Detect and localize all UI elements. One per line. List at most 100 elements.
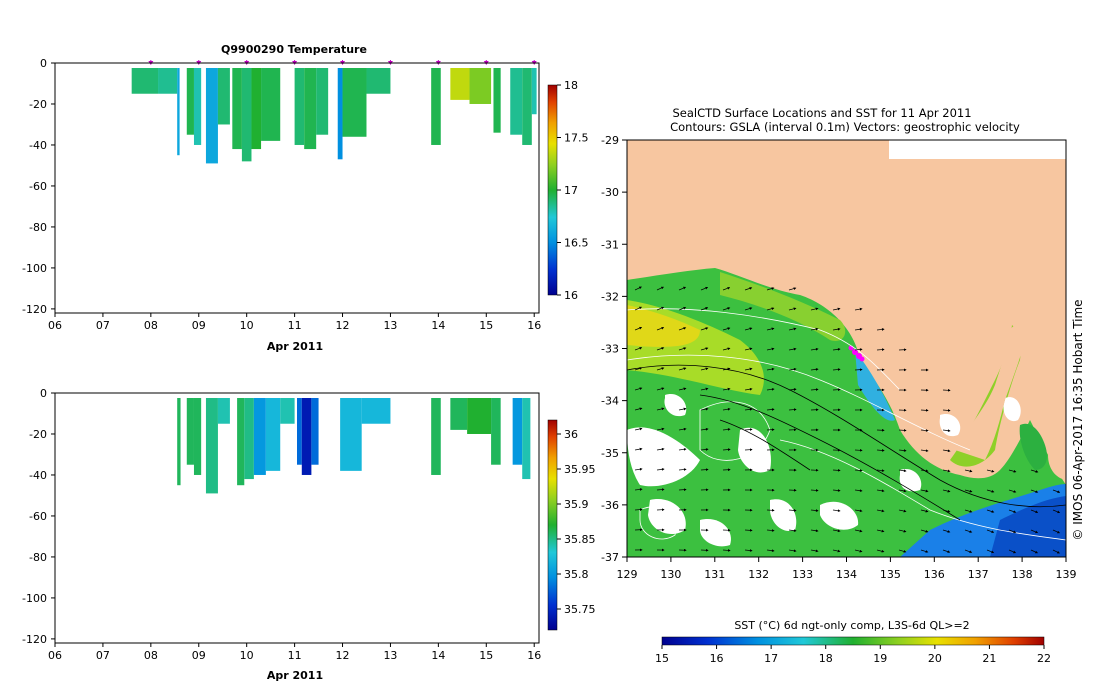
velocity-vector <box>1008 549 1017 554</box>
velocity-vector <box>986 469 995 473</box>
temperature-title: Q9900290 Temperature <box>221 43 367 56</box>
sst-colorbar-tick-label: 17 <box>764 652 778 665</box>
x-tick-label: 14 <box>431 319 445 332</box>
velocity-vector <box>832 529 841 533</box>
velocity-vector <box>986 489 995 493</box>
velocity-vector <box>678 327 687 331</box>
coastal-cool-strip <box>855 350 895 421</box>
profile-cell <box>205 398 218 494</box>
map-x-tick-label: 132 <box>748 568 769 581</box>
velocity-vector <box>1008 509 1017 513</box>
velocity-vector <box>656 427 665 431</box>
x-tick-label: 06 <box>48 319 62 332</box>
velocity-vector <box>722 367 731 371</box>
y-tick-label: -100 <box>22 592 47 605</box>
velocity-vector <box>898 469 907 473</box>
velocity-vector <box>964 529 973 533</box>
velocity-vector <box>722 347 731 351</box>
velocity-vector <box>678 387 687 391</box>
velocity-vector <box>832 368 841 371</box>
profile-cell <box>131 68 159 94</box>
colorbar-tick-label: 16 <box>564 289 578 302</box>
eyre-peninsula <box>955 325 1025 460</box>
velocity-vector <box>656 467 665 471</box>
profile-cell <box>366 68 391 94</box>
velocity-vector <box>744 528 753 532</box>
profile-cell <box>316 68 329 135</box>
salinity-x-label: Apr 2011 <box>267 669 323 682</box>
velocity-vector <box>656 367 665 371</box>
x-tick-label: 15 <box>479 319 493 332</box>
velocity-vector <box>634 286 642 291</box>
velocity-vector <box>634 387 643 391</box>
velocity-vector <box>634 407 643 411</box>
y-tick-label: -20 <box>29 98 47 111</box>
velocity-vector <box>634 467 643 471</box>
sst-colorbar-tick-label: 16 <box>710 652 724 665</box>
x-tick-label: 08 <box>144 319 158 332</box>
velocity-vector <box>766 287 775 291</box>
profile-cell <box>450 68 470 100</box>
velocity-vector <box>898 428 907 432</box>
velocity-vector <box>832 347 841 351</box>
cloud-gaps <box>627 394 1021 547</box>
hot-sst-region <box>627 305 700 347</box>
velocity-vector <box>766 549 775 553</box>
velocity-vector <box>722 307 731 311</box>
velocity-vector <box>788 307 797 311</box>
velocity-vector <box>766 408 775 411</box>
colorbar-tick-label: 35.95 <box>564 463 596 476</box>
velocity-vector <box>678 306 687 311</box>
sst-map-panel: SealCTD Surface Locations and SST for 11… <box>601 106 1085 665</box>
x-tick-label: 15 <box>479 649 493 662</box>
gsla-contours-black <box>627 364 1066 521</box>
x-tick-label: 10 <box>240 649 254 662</box>
velocity-vector <box>920 509 929 513</box>
x-tick-label: 11 <box>288 319 302 332</box>
salinity-panel: 0 -20 -40 -60 -80 -100 -120 06 07 08 09 10 11 12 13 14… <box>22 387 595 682</box>
velocity-vector <box>744 327 753 331</box>
velocity-vector <box>700 367 709 371</box>
sst-colorbar <box>661 636 1045 646</box>
profile-cell <box>342 68 367 137</box>
velocity-vector <box>832 509 841 513</box>
velocity-vector <box>920 529 929 533</box>
velocity-vector <box>656 347 665 351</box>
velocity-vector <box>788 388 797 391</box>
velocity-vector <box>656 447 665 451</box>
sst-colorbar-tick-label: 19 <box>873 652 887 665</box>
velocity-vector <box>832 327 841 331</box>
velocity-vector <box>656 326 665 331</box>
profile-cell <box>491 398 501 465</box>
velocity-vector <box>700 307 709 311</box>
velocity-vector <box>656 488 665 491</box>
profile-cell <box>340 398 362 471</box>
x-tick-label: 07 <box>96 319 110 332</box>
map-y-tick-label: -34 <box>601 395 619 408</box>
velocity-vector <box>898 449 907 452</box>
colorbar-tick-label: 36 <box>564 428 578 441</box>
velocity-vector <box>832 549 841 553</box>
map-title: SealCTD Surface Locations and SST for 11… <box>672 106 971 120</box>
velocity-vector <box>898 489 907 493</box>
profile-cell <box>493 68 501 133</box>
velocity-vector <box>722 407 731 411</box>
x-tick-label: 06 <box>48 649 62 662</box>
x-tick-label: 11 <box>288 649 302 662</box>
velocity-vector <box>700 286 709 291</box>
velocity-vector <box>1030 469 1039 473</box>
profile-cell <box>244 398 254 480</box>
velocity-vector <box>700 347 709 351</box>
velocity-vector <box>634 508 643 511</box>
velocity-vector <box>854 368 863 372</box>
colorbar-tick-label: 35.9 <box>564 498 589 511</box>
velocity-vector <box>788 549 797 553</box>
colorbar-tick-label: 35.8 <box>564 568 589 581</box>
x-tick-label: 16 <box>527 319 541 332</box>
profile-cell <box>158 68 178 94</box>
velocity-vector <box>744 387 753 391</box>
velocity-vector <box>854 489 863 493</box>
map-x-tick-label: 134 <box>836 568 857 581</box>
velocity-vector <box>1030 549 1039 554</box>
velocity-vector <box>1052 509 1061 514</box>
